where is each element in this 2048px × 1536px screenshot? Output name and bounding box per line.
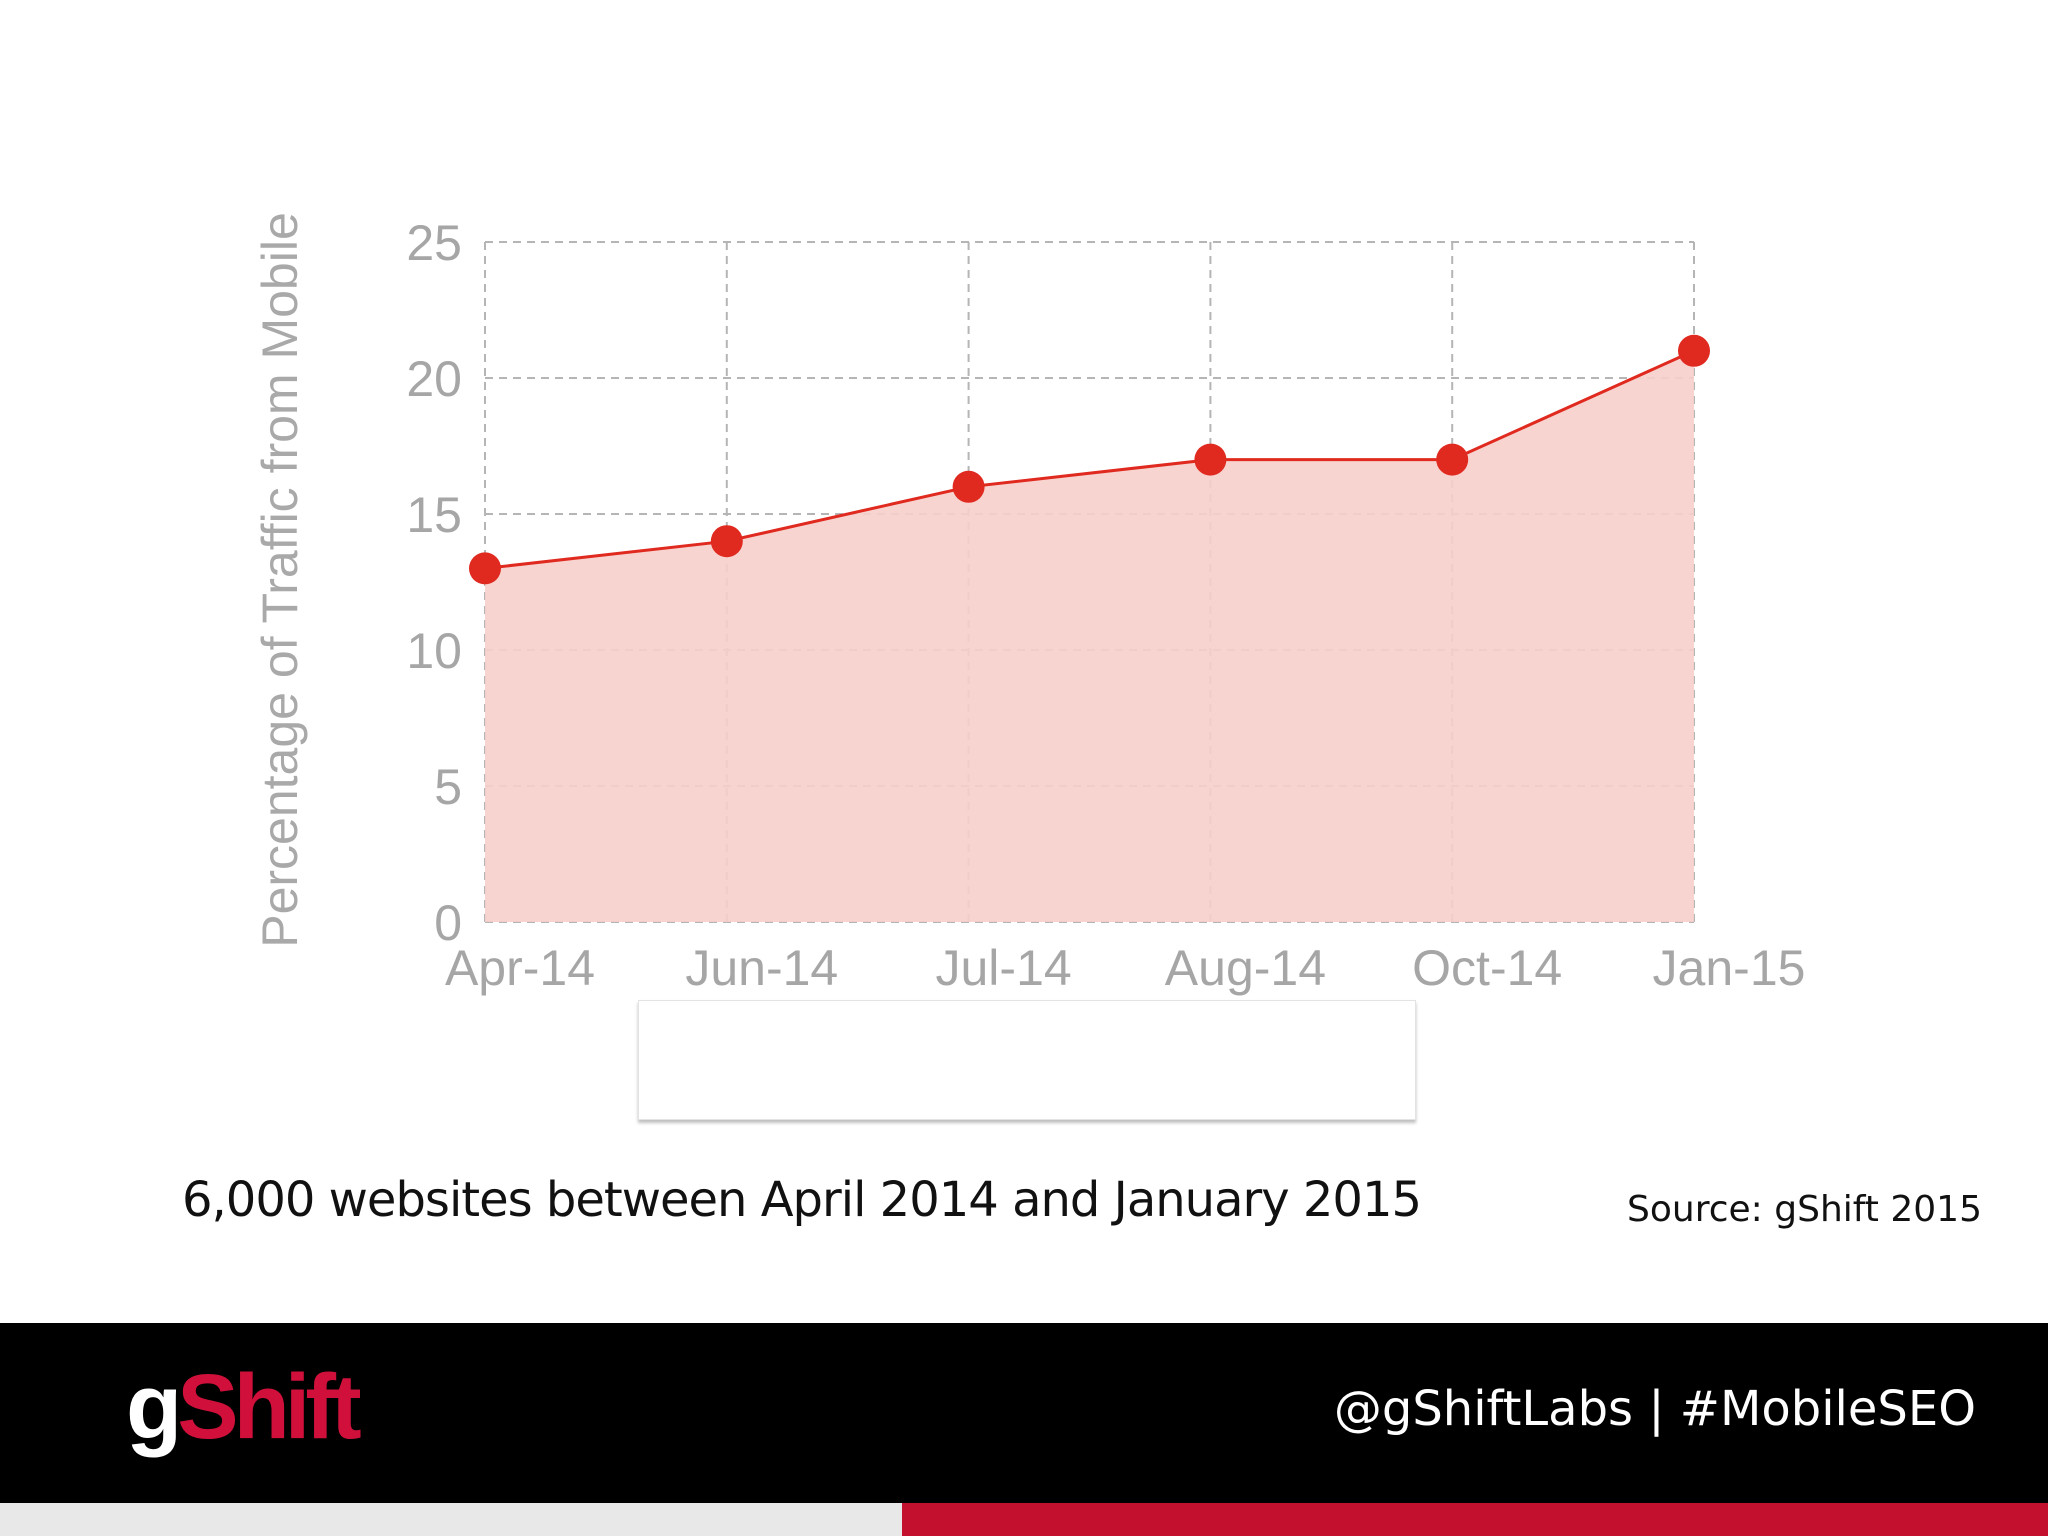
blank-panel bbox=[638, 1000, 1416, 1120]
data-point bbox=[1436, 443, 1469, 476]
area-fill bbox=[485, 350, 1694, 922]
y-axis-label: Percentage of Traffic from Mobile bbox=[252, 212, 308, 948]
social-handles: @gShiftLabs | #MobileSEO bbox=[1333, 1381, 1976, 1437]
data-points bbox=[469, 334, 1710, 585]
footer-bar: gShift @gShiftLabs | #MobileSEO bbox=[0, 1323, 2048, 1503]
data-point bbox=[1194, 443, 1227, 476]
x-tick-label: Jan-15 bbox=[1653, 940, 1806, 996]
y-tick-label: 5 bbox=[434, 759, 462, 815]
data-point bbox=[710, 525, 743, 558]
y-tick-label: 10 bbox=[406, 623, 462, 679]
y-tick-label: 0 bbox=[434, 895, 462, 951]
x-tick-label: Jun-14 bbox=[685, 940, 838, 996]
y-tick-label: 25 bbox=[406, 215, 462, 271]
x-tick-label: Apr-14 bbox=[445, 940, 595, 996]
mobile-traffic-chart: 0 5 10 15 20 25 Apr-14 Jun-14 Jul-14 Aug-14 Oct-1… bbox=[252, 212, 1805, 996]
y-tick-label: 15 bbox=[406, 487, 462, 543]
bottom-stripe-red bbox=[902, 1503, 2048, 1536]
x-tick-label: Jul-14 bbox=[936, 940, 1072, 996]
y-tick-label: 20 bbox=[406, 351, 462, 407]
data-point bbox=[952, 470, 985, 503]
chart-caption: 6,000 websites between April 2014 and Ja… bbox=[182, 1172, 1422, 1228]
data-point bbox=[469, 552, 501, 585]
x-tick-label: Aug-14 bbox=[1165, 940, 1326, 996]
y-axis-ticks: 0 5 10 15 20 25 bbox=[406, 215, 462, 951]
x-axis-ticks: Apr-14 Jun-14 Jul-14 Aug-14 Oct-14 Jan-15 bbox=[445, 940, 1805, 996]
bottom-stripe-gray bbox=[0, 1503, 902, 1536]
series-line bbox=[484, 349, 1695, 570]
data-point bbox=[1678, 334, 1710, 367]
gshift-logo: gShift bbox=[126, 1356, 362, 1458]
x-tick-label: Oct-14 bbox=[1412, 940, 1562, 996]
source-note: Source: gShift 2015 bbox=[1627, 1189, 1982, 1230]
